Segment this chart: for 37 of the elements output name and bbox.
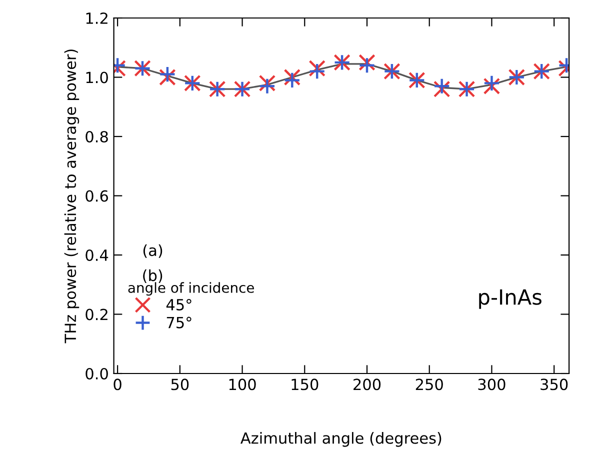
x-tick-label: 300 [478,378,506,390]
legend-title: angle of incidence [128,282,254,296]
point [433,80,450,98]
x-axis-title: Azimuthal angle (degrees) [240,432,442,447]
x-tick-label: 150 [292,378,318,390]
point [159,68,176,86]
x-tick-label: 250 [416,378,443,390]
annotation: (a) [143,244,162,258]
annotation: p-InAs [479,289,542,309]
x-tick-label: 50 [171,378,189,390]
legend-label: 75° [166,316,192,328]
point [483,78,500,95]
point [358,54,376,71]
point [284,68,301,86]
point [308,62,326,80]
point [308,60,326,77]
y-axis-title: THz power (relative to average power) [64,50,80,344]
x-tick-label: 350 [540,378,568,390]
point [159,66,176,83]
point [258,78,276,95]
y-tick-label: 0.4 [86,249,108,262]
y-tick-label: 0.6 [86,190,108,202]
x-tick-label: 0 [114,378,122,390]
point [358,57,376,74]
legend-label: 45° [166,298,192,311]
y-tick-label: 0.8 [86,130,108,143]
point [433,78,450,95]
x-tick-label: 200 [354,378,381,390]
point [483,74,500,92]
y-tick-label: 1.2 [86,12,108,24]
y-tick-label: 1.0 [86,72,108,84]
annotation: (b) [143,269,162,283]
point [284,72,301,89]
y-tick-label: 0.0 [86,368,108,380]
y-tick-label: 0.2 [86,308,108,320]
point [258,74,276,92]
x-tick-label: 100 [229,378,256,390]
